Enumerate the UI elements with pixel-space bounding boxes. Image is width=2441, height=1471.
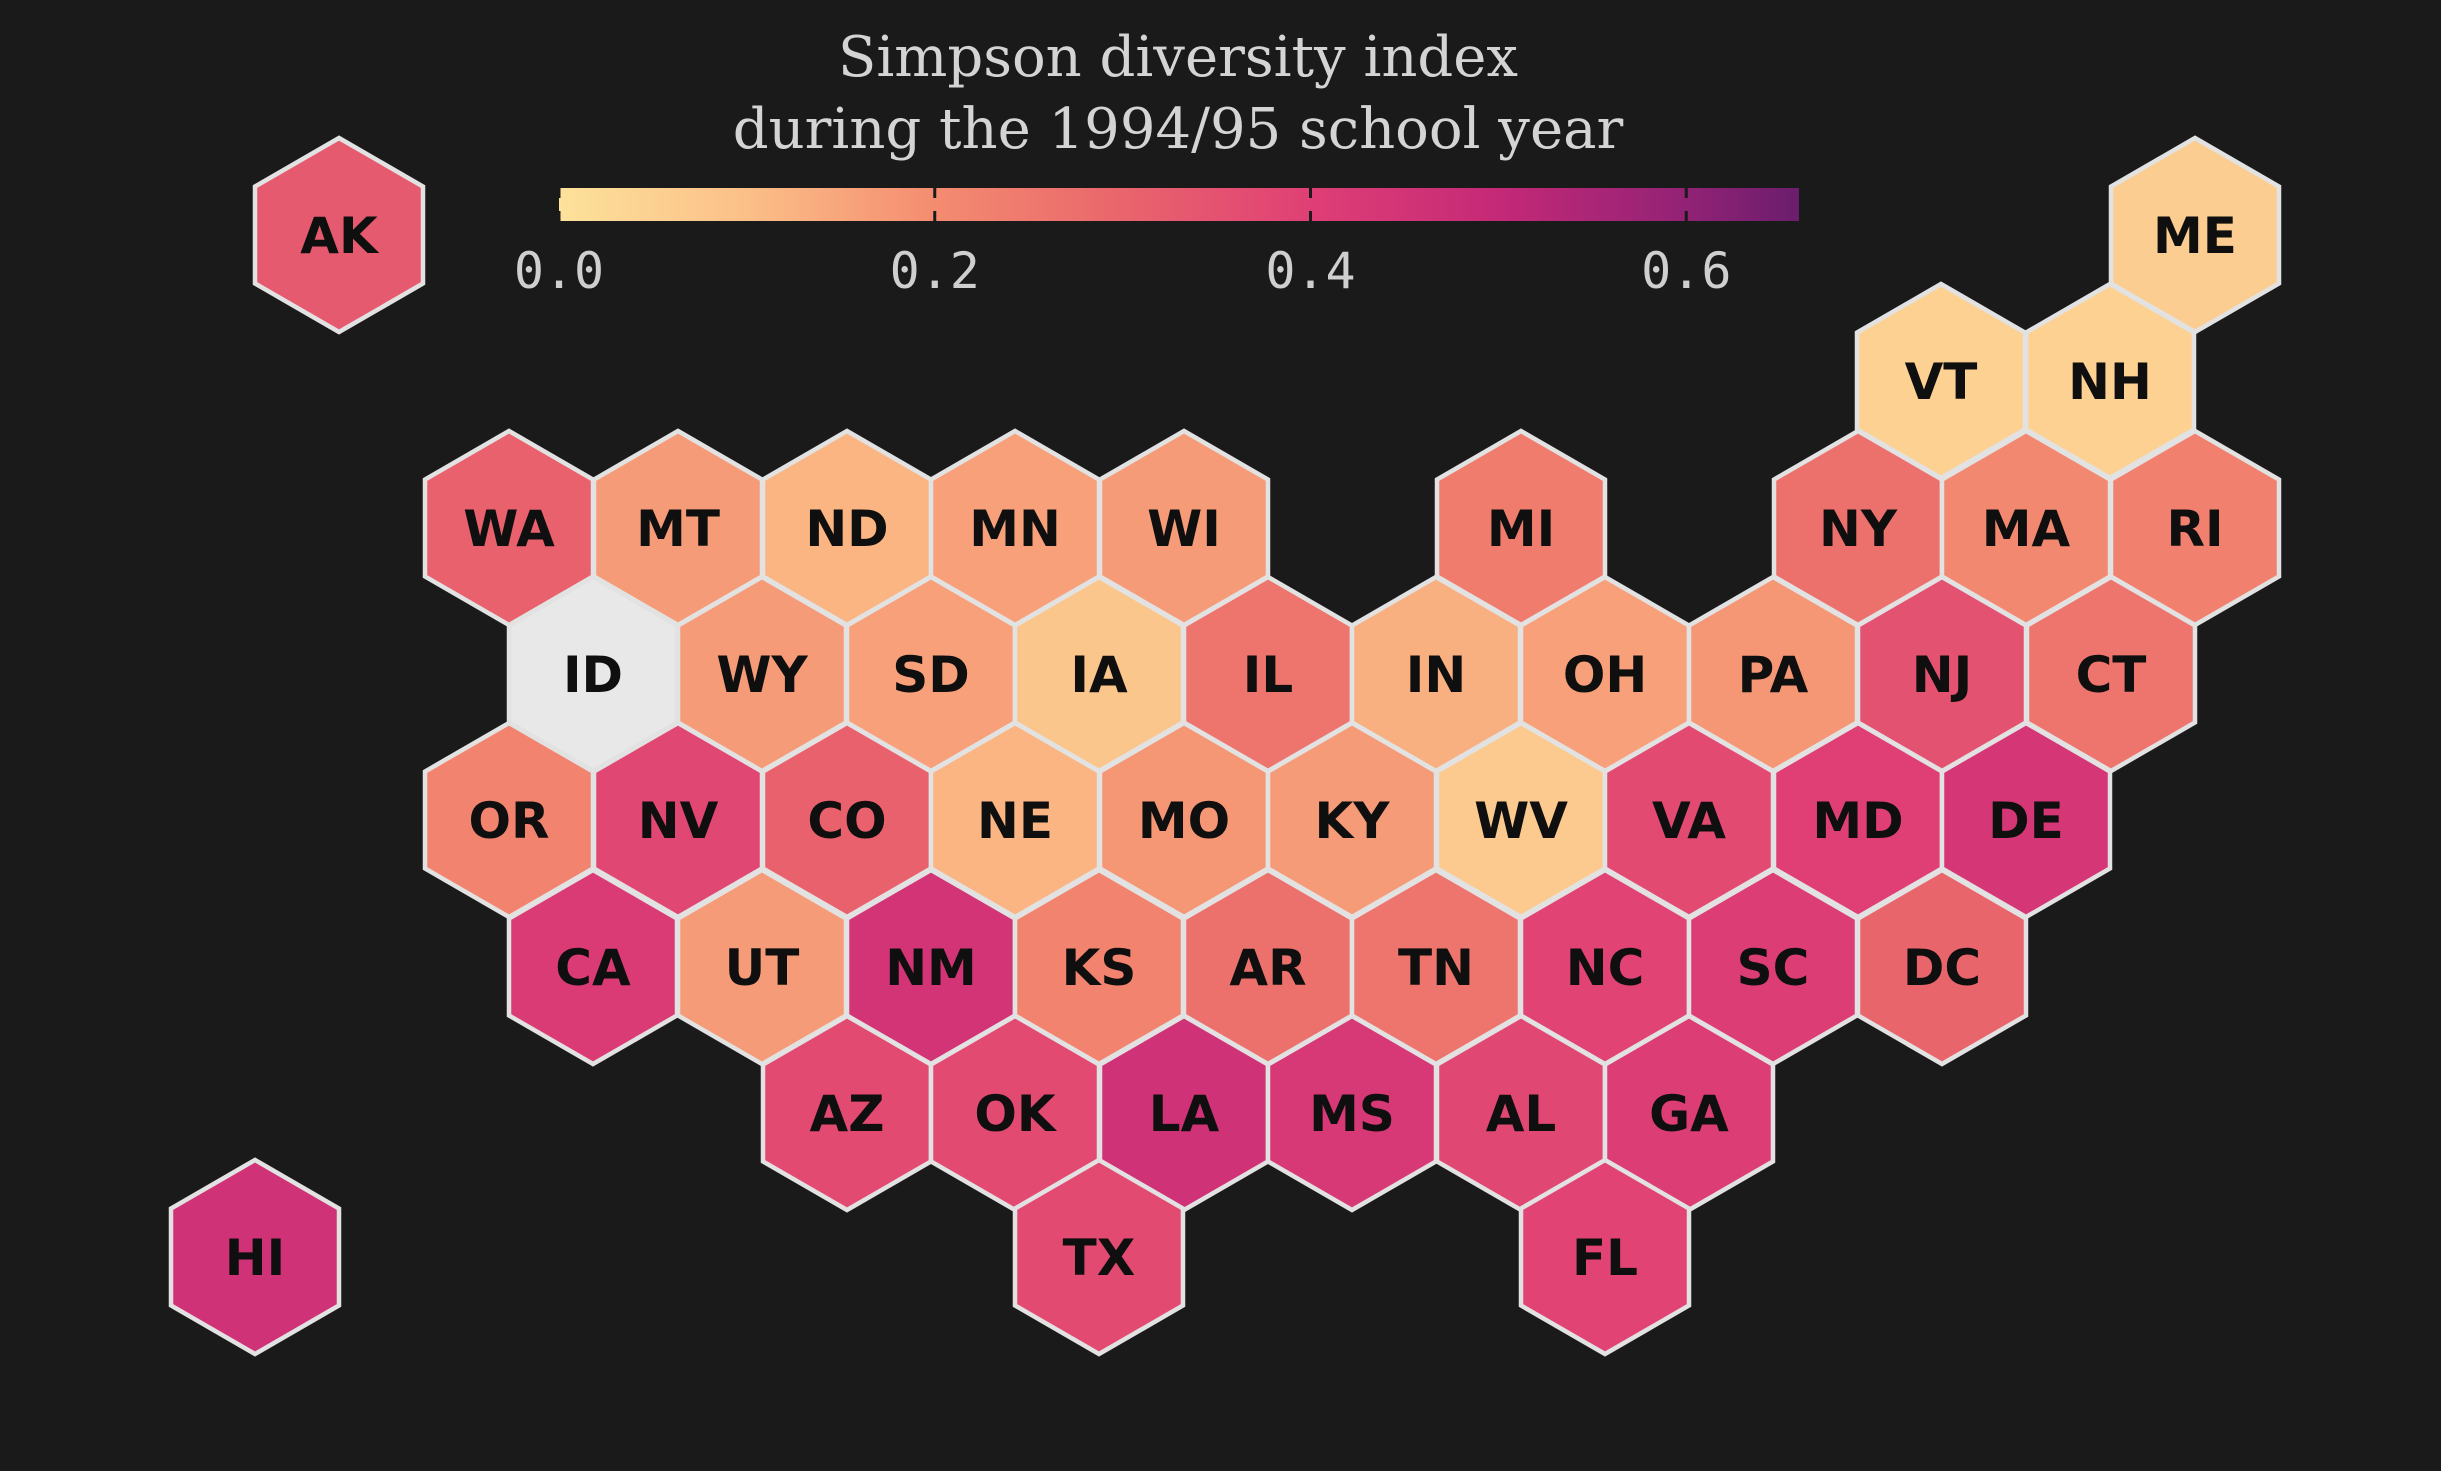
state-label: UT xyxy=(725,939,800,997)
state-hex-ak[interactable]: AK xyxy=(252,135,426,335)
state-label: HI xyxy=(225,1229,285,1287)
state-label: KS xyxy=(1062,939,1137,997)
state-label: ID xyxy=(563,646,623,704)
state-hex-tx[interactable]: TX xyxy=(1012,1157,1186,1357)
state-hex-dc[interactable]: DC xyxy=(1855,867,2029,1067)
state-label: OR xyxy=(468,792,549,850)
state-label: MI xyxy=(1487,500,1555,558)
state-label: AL xyxy=(1486,1085,1557,1143)
state-hex-fl[interactable]: FL xyxy=(1518,1157,1692,1357)
state-hex-id[interactable]: ID xyxy=(506,574,680,774)
state-label: MN xyxy=(969,500,1061,558)
state-label: WV xyxy=(1474,792,1568,850)
state-label: SD xyxy=(892,646,970,704)
state-label: VA xyxy=(1652,792,1726,850)
state-label: TX xyxy=(1063,1229,1136,1287)
state-label: SC xyxy=(1737,939,1810,997)
state-label: NH xyxy=(2068,353,2152,411)
state-label: GA xyxy=(1649,1085,1729,1143)
state-label: DC xyxy=(1903,939,1981,997)
state-hex-nh[interactable]: NH xyxy=(2023,281,2197,481)
state-hex-ut[interactable]: UT xyxy=(675,867,849,1067)
state-label: MS xyxy=(1309,1085,1395,1143)
colorbar-tick-label: 0.4 xyxy=(1265,242,1355,300)
state-hex-shape[interactable] xyxy=(1855,867,2029,1067)
colorbar-legend: 0.0 0.2 0.4 0.6 xyxy=(514,188,1799,300)
state-hex-shape[interactable] xyxy=(1012,1157,1186,1357)
state-label: MO xyxy=(1138,792,1230,850)
state-label: RI xyxy=(2166,500,2223,558)
colorbar-ticks: 0.0 0.2 0.4 0.6 xyxy=(514,188,1731,300)
state-label: IL xyxy=(1243,646,1293,704)
state-label: ND xyxy=(805,500,888,558)
state-hex-mo[interactable]: MO xyxy=(1097,720,1271,920)
colorbar-tick-label: 0.6 xyxy=(1641,242,1731,300)
state-label: CT xyxy=(2076,646,2147,704)
state-label: AK xyxy=(300,207,380,265)
state-label: NC xyxy=(1566,939,1645,997)
state-hex-wi[interactable]: WI xyxy=(1097,428,1271,628)
state-label: WY xyxy=(716,646,808,704)
state-label: MT xyxy=(636,500,720,558)
colorbar-tick-label: 0.2 xyxy=(890,242,980,300)
state-label: NV xyxy=(638,792,719,850)
state-hex-shape[interactable] xyxy=(1518,1157,1692,1357)
colorbar-tick-label: 0.0 xyxy=(514,242,604,300)
state-label: WI xyxy=(1147,500,1221,558)
state-label: NE xyxy=(977,792,1053,850)
state-hex-mi[interactable]: MI xyxy=(1434,428,1608,628)
state-label: AR xyxy=(1229,939,1306,997)
state-label: MA xyxy=(1982,500,2071,558)
state-label: WA xyxy=(463,500,555,558)
state-hex-il[interactable]: IL xyxy=(1181,574,1355,774)
state-label: LA xyxy=(1149,1085,1220,1143)
state-label: IA xyxy=(1070,646,1128,704)
state-hex-nv[interactable]: NV xyxy=(591,720,765,920)
state-hex-me[interactable]: ME xyxy=(2108,135,2282,335)
state-label: PA xyxy=(1738,646,1809,704)
state-label: NY xyxy=(1819,500,1898,558)
state-label: KY xyxy=(1315,792,1391,850)
state-hex-shape[interactable] xyxy=(252,135,426,335)
state-hex-in[interactable]: IN xyxy=(1349,574,1523,774)
state-hex-al[interactable]: AL xyxy=(1434,1013,1608,1213)
state-label: TN xyxy=(1398,939,1474,997)
state-hexes: AK ME VT NH WA MT ND MN WI MI NY MA RI ID WY SD IA IL IN OH… xyxy=(168,135,2282,1357)
colorbar-gradient xyxy=(559,188,1799,221)
state-label: DE xyxy=(1988,792,2064,850)
state-label: NJ xyxy=(1912,646,1972,704)
state-hex-ga[interactable]: GA xyxy=(1602,1013,1776,1213)
state-hex-shape[interactable] xyxy=(168,1157,342,1357)
title-line-1: Simpson diversity index xyxy=(838,25,1518,90)
state-hex-va[interactable]: VA xyxy=(1602,720,1776,920)
state-label: OH xyxy=(1563,646,1647,704)
state-hex-la[interactable]: LA xyxy=(1097,1013,1271,1213)
state-label: CA xyxy=(555,939,631,997)
chart-title: Simpson diversity index during the 1994/… xyxy=(733,25,1624,162)
state-label: MD xyxy=(1812,792,1903,850)
state-label: VT xyxy=(1905,353,1978,411)
state-label: FL xyxy=(1572,1229,1638,1287)
state-label: IN xyxy=(1406,646,1466,704)
state-hex-mt[interactable]: MT xyxy=(591,428,765,628)
state-label: ME xyxy=(2153,207,2237,265)
state-label: AZ xyxy=(810,1085,885,1143)
state-label: CO xyxy=(807,792,886,850)
state-label: OK xyxy=(974,1085,1058,1143)
state-hex-ne[interactable]: NE xyxy=(928,720,1102,920)
state-hex-tn[interactable]: TN xyxy=(1349,867,1523,1067)
state-hex-nc[interactable]: NC xyxy=(1518,867,1692,1067)
title-line-2: during the 1994/95 school year xyxy=(733,97,1624,162)
state-label: NM xyxy=(885,939,977,997)
state-hex-az[interactable]: AZ xyxy=(760,1013,934,1213)
state-hex-wa[interactable]: WA xyxy=(422,428,596,628)
state-hex-hi[interactable]: HI xyxy=(168,1157,342,1357)
state-hex-ct[interactable]: CT xyxy=(2024,574,2198,774)
